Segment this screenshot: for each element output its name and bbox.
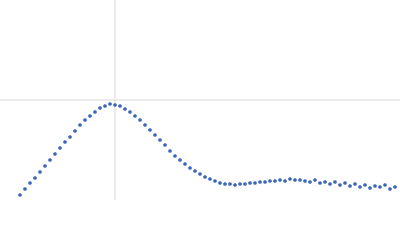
data-point xyxy=(248,181,252,185)
data-point xyxy=(168,149,172,153)
data-point xyxy=(283,179,287,183)
data-point xyxy=(333,180,337,184)
data-point xyxy=(278,178,282,182)
data-point xyxy=(213,179,217,183)
data-point xyxy=(353,182,357,186)
data-point xyxy=(323,180,327,184)
data-point xyxy=(178,158,182,162)
data-point xyxy=(188,166,192,170)
data-point xyxy=(253,181,257,185)
data-point xyxy=(103,104,107,108)
data-point xyxy=(233,183,237,187)
data-point xyxy=(238,182,242,186)
data-point xyxy=(318,181,322,185)
data-point xyxy=(313,178,317,182)
data-point xyxy=(273,179,277,183)
data-point xyxy=(53,152,57,156)
data-point xyxy=(288,177,292,181)
data-point xyxy=(58,146,62,150)
data-point xyxy=(113,103,117,107)
data-point xyxy=(158,138,162,142)
data-point xyxy=(368,186,372,190)
data-point xyxy=(183,162,187,166)
data-point xyxy=(143,123,147,127)
data-point xyxy=(383,183,387,187)
data-point xyxy=(258,180,262,184)
data-point xyxy=(328,182,332,186)
data-point xyxy=(138,118,142,122)
data-point xyxy=(388,187,392,191)
data-point xyxy=(223,182,227,186)
data-point xyxy=(33,176,37,180)
data-point xyxy=(133,114,137,118)
data-point xyxy=(148,128,152,132)
data-point xyxy=(363,183,367,187)
data-point xyxy=(303,179,307,183)
data-point xyxy=(38,170,42,174)
data-point xyxy=(393,185,397,189)
data-point xyxy=(128,110,132,114)
data-point xyxy=(373,184,377,188)
chart xyxy=(0,0,400,200)
data-point xyxy=(153,133,157,137)
data-point xyxy=(378,185,382,189)
data-point xyxy=(348,184,352,188)
data-point xyxy=(48,158,52,162)
data-point xyxy=(163,143,167,147)
data-point xyxy=(203,175,207,179)
data-point xyxy=(208,177,212,181)
data-point xyxy=(293,178,297,182)
page: (() => { const data = JSON.parse(documen… xyxy=(0,0,400,200)
data-point xyxy=(343,181,347,185)
data-point xyxy=(63,140,67,144)
data-point xyxy=(243,182,247,186)
data-point xyxy=(73,129,77,133)
data-point xyxy=(23,187,27,191)
data-point xyxy=(108,102,112,106)
data-point xyxy=(68,135,72,139)
data-point xyxy=(338,183,342,187)
data-point xyxy=(123,107,127,111)
data-point xyxy=(88,114,92,118)
data-point xyxy=(43,164,47,168)
data-point xyxy=(173,154,177,158)
data-point xyxy=(118,104,122,108)
data-point xyxy=(193,169,197,173)
data-point xyxy=(78,123,82,127)
data-point xyxy=(218,181,222,185)
data-point xyxy=(98,106,102,110)
data-point xyxy=(93,110,97,114)
data-point xyxy=(358,185,362,189)
data-point xyxy=(28,181,32,185)
data-point xyxy=(308,180,312,184)
data-point xyxy=(268,179,272,183)
data-point xyxy=(198,172,202,176)
data-point xyxy=(298,178,302,182)
data-point xyxy=(83,118,87,122)
data-point xyxy=(18,193,22,197)
data-point xyxy=(228,182,232,186)
data-point xyxy=(263,180,267,184)
